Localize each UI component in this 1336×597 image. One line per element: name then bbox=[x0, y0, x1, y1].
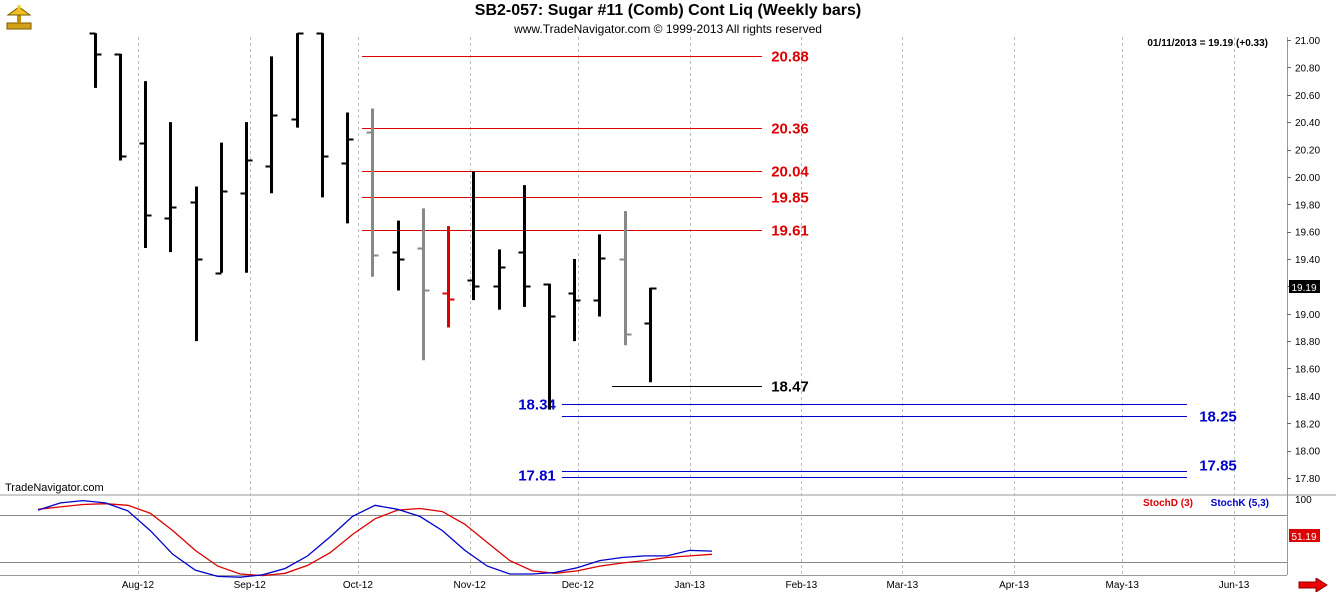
stochastic-lines bbox=[37, 499, 713, 578]
stoch-y-tick-label: 100 bbox=[1295, 495, 1312, 506]
x-axis-tick-label: Mar-13 bbox=[886, 580, 918, 591]
y-axis-tick-label: 19.80 bbox=[1295, 200, 1320, 211]
level-label: 18.34 bbox=[518, 397, 556, 414]
level-label: 20.04 bbox=[771, 164, 809, 181]
ohlc-bar bbox=[568, 259, 581, 342]
y-axis-tick-label: 18.20 bbox=[1295, 419, 1320, 430]
copyright-text: www.TradeNavigator.com © 1999-2013 All r… bbox=[514, 22, 822, 36]
y-axis-tick-label: 17.80 bbox=[1295, 474, 1320, 485]
x-axis-tick-label: Oct-12 bbox=[343, 580, 373, 591]
watermark-text: TradeNavigator.com bbox=[5, 482, 104, 494]
ohlc-bar bbox=[467, 171, 480, 301]
x-axis-tick-label: Sep-12 bbox=[234, 580, 267, 591]
level-label: 19.85 bbox=[771, 190, 809, 207]
y-axis-tick-label: 20.80 bbox=[1295, 63, 1320, 74]
grid-lines bbox=[0, 37, 1287, 575]
y-axis-tick-label: 20.60 bbox=[1295, 91, 1320, 102]
trade-navigator-logo-icon bbox=[4, 3, 34, 38]
panel-backgrounds bbox=[0, 37, 1336, 576]
x-axis-tick-label: Dec-12 bbox=[562, 580, 595, 591]
ohlc-bar bbox=[619, 211, 632, 346]
ohlc-bar bbox=[291, 32, 304, 128]
x-axis-tick-label: Nov-12 bbox=[454, 580, 487, 591]
y-axis-tick-label: 19.60 bbox=[1295, 228, 1320, 239]
x-axis-tick-label: Apr-13 bbox=[999, 580, 1029, 591]
y-axis-tick-label: 20.40 bbox=[1295, 118, 1320, 129]
y-axis-tick-label: 18.00 bbox=[1295, 447, 1320, 458]
stoch-k-line bbox=[37, 499, 713, 578]
ohlc-bar bbox=[190, 186, 203, 342]
ohlc-bar bbox=[493, 249, 506, 310]
y-axis-tick-label: 18.60 bbox=[1295, 365, 1320, 376]
scroll-right-arrow-icon[interactable] bbox=[1298, 577, 1328, 597]
level-label: 20.36 bbox=[771, 121, 809, 138]
level-label: 20.88 bbox=[771, 49, 809, 66]
ohlc-bar bbox=[417, 208, 430, 361]
y-axis-tick-label: 18.80 bbox=[1295, 337, 1320, 348]
level-label: 19.61 bbox=[771, 223, 809, 240]
ohlc-bar bbox=[164, 122, 177, 253]
ohlc-bars bbox=[89, 32, 657, 410]
ohlc-bar bbox=[215, 142, 228, 275]
ohlc-bar bbox=[265, 56, 278, 194]
last-price-tag: 19.19 bbox=[1289, 280, 1320, 294]
last-price-label: 19.19 bbox=[1291, 283, 1316, 294]
y-axis-tick-label: 21.00 bbox=[1295, 36, 1320, 47]
ohlc-bar bbox=[442, 226, 455, 328]
ohlc-bar bbox=[114, 53, 127, 161]
ohlc-bar bbox=[89, 32, 102, 88]
ohlc-bar bbox=[543, 283, 556, 410]
ohlc-bar bbox=[366, 108, 379, 277]
level-label: 17.85 bbox=[1199, 458, 1237, 475]
stoch-k-legend: StochK (5,3) bbox=[1211, 498, 1269, 509]
level-label: 17.81 bbox=[518, 468, 556, 485]
x-axis-tick-label: May-13 bbox=[1106, 580, 1140, 591]
stoch-last-label: 51.19 bbox=[1291, 532, 1316, 543]
price-readout: 01/11/2013 = 19.19 (+0.33) bbox=[1147, 38, 1268, 49]
stoch-panel-background bbox=[0, 496, 1287, 575]
level-label: 18.47 bbox=[771, 379, 809, 396]
ohlc-bar bbox=[392, 220, 405, 291]
ohlc-bar bbox=[139, 81, 152, 249]
x-axis-tick-label: Aug-12 bbox=[122, 580, 155, 591]
price-panel-background bbox=[0, 37, 1287, 493]
y-axis-tick-label: 20.20 bbox=[1295, 146, 1320, 157]
y-axis-tick-label: 19.00 bbox=[1295, 310, 1320, 321]
ohlc-bar bbox=[644, 287, 657, 383]
stoch-d-legend: StochD (3) bbox=[1143, 498, 1193, 509]
ohlc-bar bbox=[316, 32, 329, 198]
y-axis-tick-label: 20.00 bbox=[1295, 173, 1320, 184]
stoch-last-tag: 51.19 bbox=[1289, 529, 1320, 543]
y-axis-tick-label: 19.40 bbox=[1295, 255, 1320, 266]
ohlc-bar bbox=[518, 185, 531, 307]
chart-title: SB2-057: Sugar #11 (Comb) Cont Liq (Week… bbox=[474, 2, 862, 19]
support-resistance-lines: 20.88 20.36 20.04 19.85 19.61 18.47 18.34 18.25… bbox=[362, 49, 1237, 485]
ohlc-bar bbox=[240, 122, 253, 273]
x-axis-tick-label: Jun-13 bbox=[1219, 580, 1250, 591]
x-axis-tick-label: Jan-13 bbox=[674, 580, 705, 591]
x-axis-tick-label: Feb-13 bbox=[786, 580, 818, 591]
ohlc-bar bbox=[341, 112, 354, 224]
level-label: 18.25 bbox=[1199, 409, 1237, 426]
chart-header: SB2-057: Sugar #11 (Comb) Cont Liq (Week… bbox=[0, 0, 1336, 38]
axis-labels: 21.00 20.80 20.60 20.40 20.20 20.00 19.80 19.60… bbox=[122, 36, 1321, 591]
ohlc-bar bbox=[593, 234, 606, 317]
y-axis-tick-label: 18.40 bbox=[1295, 392, 1320, 403]
stoch-d-line bbox=[37, 503, 713, 577]
